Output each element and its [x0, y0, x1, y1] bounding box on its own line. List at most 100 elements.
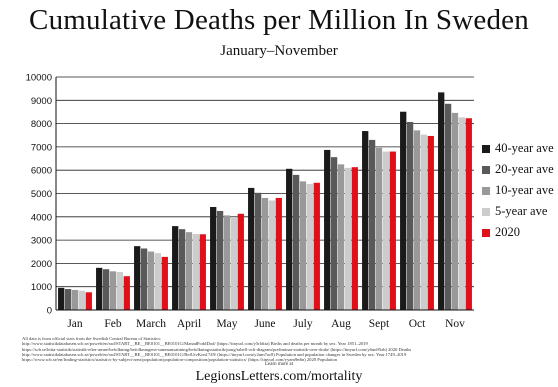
- legend-item: 20-year ave: [482, 159, 554, 180]
- bar: [102, 269, 110, 310]
- y-tick-label: 0: [47, 306, 52, 317]
- source-note: https://www.scb.se/en/finding-statistics…: [22, 357, 338, 363]
- legend-swatch: [482, 165, 490, 174]
- source-note: http://www.statistikdatabasen.scb.se/pxw…: [22, 341, 368, 347]
- y-tick-label: 2000: [31, 259, 52, 270]
- bar: [330, 157, 338, 310]
- bar: [161, 256, 168, 310]
- x-tick-label: Nov: [445, 318, 465, 330]
- bar: [154, 253, 162, 310]
- source-notes: All data is from official stats from the…: [22, 336, 552, 362]
- bar: [268, 200, 276, 310]
- y-tick-label: 1000: [31, 282, 52, 293]
- bar: [275, 197, 282, 310]
- bar: [286, 168, 293, 310]
- bar: [438, 92, 445, 311]
- bar: [78, 290, 86, 310]
- y-tick-label: 4000: [31, 212, 52, 223]
- bar: [199, 234, 206, 310]
- site-url[interactable]: LegionsLetters.com/mortality: [195, 369, 363, 384]
- x-tick-label: Feb: [104, 318, 122, 330]
- y-tick-label: 6000: [31, 166, 52, 177]
- bar: [375, 147, 383, 310]
- bar: [85, 292, 92, 310]
- legend-label: 5-year ave: [495, 204, 548, 218]
- bar: [216, 210, 224, 310]
- bar: [351, 167, 358, 310]
- x-tick-label: Sept: [369, 318, 390, 330]
- chart-subtitle: January–November: [220, 43, 338, 59]
- bar: [237, 213, 244, 310]
- y-tick-label: 7000: [31, 142, 52, 153]
- legend-item: 40-year ave: [482, 138, 554, 159]
- bar: [116, 272, 124, 310]
- bar: [292, 174, 300, 310]
- bar: [313, 182, 320, 310]
- legend-swatch: [482, 144, 490, 153]
- bar: [465, 118, 472, 310]
- legend-label: 20-year ave: [495, 162, 554, 176]
- legend-label: 10-year ave: [495, 183, 554, 197]
- bar: [444, 103, 452, 310]
- tick-labels: 0 1000 2000 3000 4000 5000 6000 7000 8000 9000 100…: [26, 73, 466, 331]
- legend: 40-year ave 20-year ave 10-year ave 5-year …: [482, 138, 554, 243]
- bar: [185, 232, 193, 310]
- bar: [299, 181, 307, 310]
- x-tick-label: July: [293, 318, 312, 330]
- legend-item: 2020: [482, 222, 554, 243]
- legend-swatch: [482, 207, 490, 216]
- y-tick-label: 8000: [31, 119, 52, 130]
- x-tick-label: Oct: [409, 318, 426, 330]
- legend-label: 40-year ave: [495, 141, 554, 155]
- bar: [389, 151, 396, 310]
- source-note: http://www.statistikdatabasen.scb.se/pxw…: [22, 351, 407, 357]
- legend-swatch: [482, 186, 490, 195]
- x-tick-label: Aug: [331, 318, 351, 330]
- bar: [248, 187, 255, 310]
- bar: [210, 207, 217, 310]
- y-tick-label: 3000: [31, 236, 52, 247]
- bar: [344, 167, 352, 310]
- bar: [254, 192, 262, 310]
- x-tick-label: Jan: [67, 318, 83, 330]
- x-tick-label: March: [136, 318, 166, 330]
- bar: [306, 183, 314, 310]
- legend-swatch: [482, 228, 490, 237]
- bar: [382, 151, 390, 310]
- bar: [178, 229, 186, 310]
- bar: [337, 164, 345, 310]
- bar: [362, 131, 369, 310]
- x-tick-label: May: [216, 318, 237, 330]
- bar: [71, 289, 79, 310]
- learn-more-text: Learn more at: [264, 362, 294, 367]
- bar: [427, 135, 434, 310]
- bar: [413, 130, 421, 310]
- bar: [64, 289, 72, 310]
- bar: [406, 121, 414, 311]
- bar: [123, 276, 130, 310]
- source-note: https://scb.se/hitta-statistik/statistik…: [22, 346, 412, 352]
- bar: [147, 251, 155, 310]
- bar: [58, 287, 65, 310]
- bar: [96, 267, 103, 310]
- chart-title: Cumulative Deaths per Million In Sweden: [29, 4, 529, 36]
- bar-chart: 0 1000 2000 3000 4000 5000 6000 7000 8000 9000 100…: [26, 73, 474, 331]
- bar: [368, 139, 376, 310]
- x-tick-label: April: [177, 318, 201, 330]
- bar: [458, 117, 466, 311]
- bar: [134, 246, 141, 310]
- bar: [400, 111, 407, 310]
- axes: [55, 77, 474, 311]
- bar: [230, 217, 238, 310]
- y-tick-label: 9000: [31, 96, 52, 107]
- y-tick-label: 10000: [26, 73, 52, 84]
- bar: [261, 197, 269, 310]
- y-tick-label: 5000: [31, 189, 52, 200]
- bar: [451, 112, 459, 310]
- bars: [58, 92, 472, 311]
- bar: [140, 248, 148, 310]
- legend-item: 10-year ave: [482, 180, 554, 201]
- bar: [109, 271, 117, 310]
- bar: [172, 226, 179, 310]
- legend-label: 2020: [495, 225, 520, 239]
